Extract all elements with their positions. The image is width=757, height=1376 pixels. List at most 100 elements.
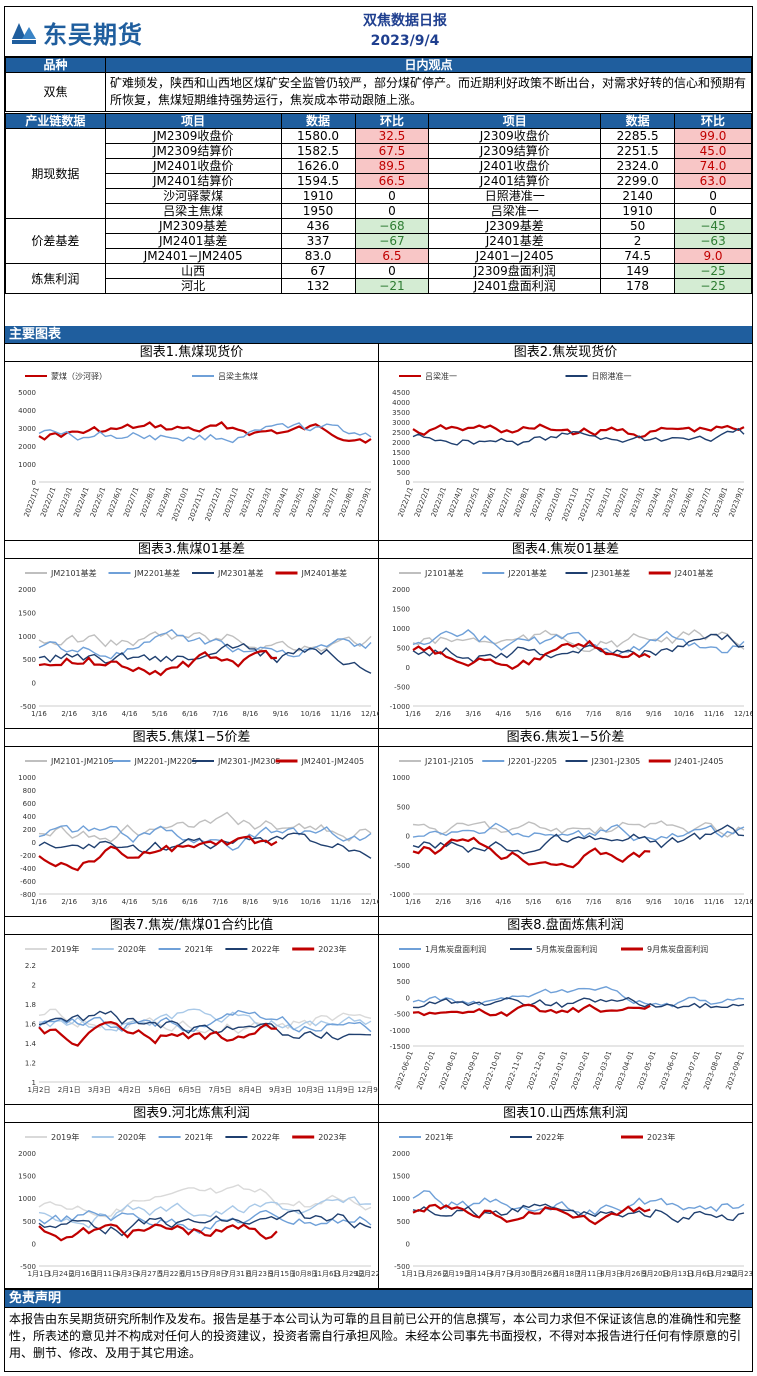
y-tick-label: -600 xyxy=(20,878,36,886)
x-tick-label: 11/16 xyxy=(331,898,352,906)
series-line xyxy=(38,1223,278,1242)
x-tick-label: 1/16 xyxy=(31,898,47,906)
x-tick-label: 10/16 xyxy=(674,710,695,718)
y-tick-label: 0 xyxy=(32,1240,36,1248)
x-tick-label: 1月24日 xyxy=(47,1270,74,1278)
x-tick-label: 2022-09-01 xyxy=(460,1050,481,1091)
y-tick-label: 200 xyxy=(23,826,36,834)
report-header: 东吴期货 双焦数据日报 2023/9/4 xyxy=(5,7,752,57)
x-tick-label: 12月22日 xyxy=(355,1270,379,1278)
product-name: 双焦 xyxy=(5,72,106,112)
y-tick-label: 2000 xyxy=(392,439,410,447)
x-tick-label: 2022/3/1 xyxy=(56,486,74,518)
legend-label: 2023年 xyxy=(318,1132,346,1142)
y-tick-label: 1.8 xyxy=(25,1001,36,1009)
legend-label: 2021年 xyxy=(185,944,213,954)
x-tick-label: 8/16 xyxy=(242,898,258,906)
x-tick-label: 3/16 xyxy=(91,710,107,718)
item-change: −67 xyxy=(354,233,430,249)
y-tick-label: -800 xyxy=(20,891,36,899)
industry-col-item-a: 项目 xyxy=(104,113,282,129)
x-tick-label: 2023/8/1 xyxy=(338,486,356,518)
industry-col-item-b: 项目 xyxy=(428,113,602,129)
x-tick-label: 8月3日 xyxy=(600,1270,623,1278)
item-name: J2401收盘价 xyxy=(428,158,602,174)
series-line xyxy=(412,629,745,658)
item-name: JM2309收盘价 xyxy=(104,128,282,144)
legend-label: 2023年 xyxy=(647,1132,675,1142)
view-table: 品种 日内观点 双焦 矿难频发，陕西和山西地区煤矿安全监管仍较严，部分煤矿停产。… xyxy=(5,57,752,112)
series-line xyxy=(38,649,277,677)
item-change: 45.0 xyxy=(674,143,752,159)
item-change: 9.0 xyxy=(674,248,752,264)
x-tick-label: 5月6日 xyxy=(148,1086,171,1094)
x-tick-label: 7/16 xyxy=(586,898,602,906)
y-tick-label: 2 xyxy=(32,982,36,990)
x-tick-label: 12/16 xyxy=(361,710,379,718)
chart-panel: 图表2.焦炭现货价 吕梁准一 日照港准一 4500 4000 3500 3000 2500 20… xyxy=(379,344,752,541)
x-tick-label: 2022/8/1 xyxy=(512,486,530,518)
x-tick-label: 10/16 xyxy=(301,898,322,906)
y-tick-label: 1 xyxy=(32,1079,36,1087)
x-tick-label: 11月9日 xyxy=(327,1086,354,1094)
y-tick-label: 1000 xyxy=(392,625,410,633)
y-tick-label: 1500 xyxy=(392,606,410,614)
legend-label: 2021年 xyxy=(185,1132,213,1142)
series-line xyxy=(38,1184,372,1218)
disclaimer-section: 免责声明 本报告由东吴期货研究所制作及发布。报告是基于本公司认为可靠的且目前已公… xyxy=(5,1289,752,1365)
y-tick-label: 0 xyxy=(406,994,410,1002)
x-tick-label: 5/16 xyxy=(152,898,168,906)
item-name: J2401基差 xyxy=(428,233,602,249)
series-line xyxy=(38,1209,372,1234)
x-tick-label: 9/16 xyxy=(646,898,662,906)
chart-title: 图表2.焦炭现货价 xyxy=(379,344,752,362)
item-name: J2401结算价 xyxy=(428,173,602,189)
x-tick-label: 9/16 xyxy=(273,710,289,718)
series-line xyxy=(412,986,745,1008)
legend-label: JM2101基差 xyxy=(50,568,97,578)
series-line xyxy=(38,421,372,444)
legend-label: JM2401-JM2405 xyxy=(301,757,365,766)
chart-svg: J2101-J2105 J2201-J2205 J2301-J2305 J2401-J… xyxy=(390,757,752,906)
y-tick-label: 3000 xyxy=(18,425,36,433)
x-tick-label: 5月22日 xyxy=(158,1270,185,1278)
y-tick-label: 0 xyxy=(406,479,410,487)
col-view-header: 日内观点 xyxy=(105,57,752,73)
x-tick-label: 9/16 xyxy=(273,898,289,906)
item-value: 436 xyxy=(280,218,356,234)
x-tick-label: 2022/1/1 xyxy=(397,486,415,518)
y-tick-label: 500 xyxy=(23,1218,36,1226)
y-tick-label: -500 xyxy=(394,862,410,870)
series-line xyxy=(412,427,745,446)
x-tick-label: 1/16 xyxy=(405,898,421,906)
item-name: 吕梁准一 xyxy=(428,203,602,219)
x-tick-label: 11/16 xyxy=(704,710,725,718)
x-tick-label: 2023/2/1 xyxy=(612,486,630,518)
y-tick-label: -500 xyxy=(394,684,410,692)
x-tick-label: 2023-01-01 xyxy=(548,1050,569,1091)
legend-label: JM2401基差 xyxy=(301,568,348,578)
chart-panel: 图表10.山西炼焦利润 2021年 2022年 2023年 2000 1500 1000 50… xyxy=(379,1105,752,1289)
chart-title: 图表7.焦炭/焦煤01合约比值 xyxy=(5,917,378,935)
item-value: 1582.5 xyxy=(280,143,356,159)
item-value: 2251.5 xyxy=(600,143,676,159)
series-line xyxy=(38,832,372,859)
y-tick-label: 500 xyxy=(397,978,410,986)
table-row: 吕梁主焦煤 1950 0 吕梁准一 1910 0 xyxy=(6,203,752,219)
legend-label: 吕梁准一 xyxy=(425,371,457,381)
x-tick-label: 4/16 xyxy=(495,898,511,906)
legend-label: 2019年 xyxy=(51,944,79,954)
series-line xyxy=(38,642,372,674)
x-tick-label: 12/16 xyxy=(734,898,752,906)
x-tick-label: 2/16 xyxy=(61,898,77,906)
chart-svg: 1月焦炭盘面利润 5月焦炭盘面利润 9月焦炭盘面利润 1000 500 0 -500 -100… xyxy=(390,944,746,1091)
x-tick-label: 2022-10-01 xyxy=(482,1050,503,1091)
table-row: JM2309结算价 1582.5 67.5 J2309结算价 2251.5 45.0 xyxy=(6,143,752,159)
disclaimer-text: 本报告由东吴期货研究所制作及发布。报告是基于本公司认为可靠的且目前已公开的信息撰… xyxy=(9,1312,742,1360)
chart-svg: JM2101-JM2105 JM2201-JM2205 JM2301-JM2305 J… xyxy=(18,757,379,906)
legend-label: J2401基差 xyxy=(674,568,714,578)
x-tick-label: 2022-08-01 xyxy=(438,1050,459,1091)
y-tick-label: 500 xyxy=(397,469,410,477)
y-tick-label: 800 xyxy=(23,787,36,795)
chart-svg: 蒙煤（沙河驿） 吕梁主焦煤 5000 4000 3000 2000 1000 02022/1/… xyxy=(18,371,373,522)
